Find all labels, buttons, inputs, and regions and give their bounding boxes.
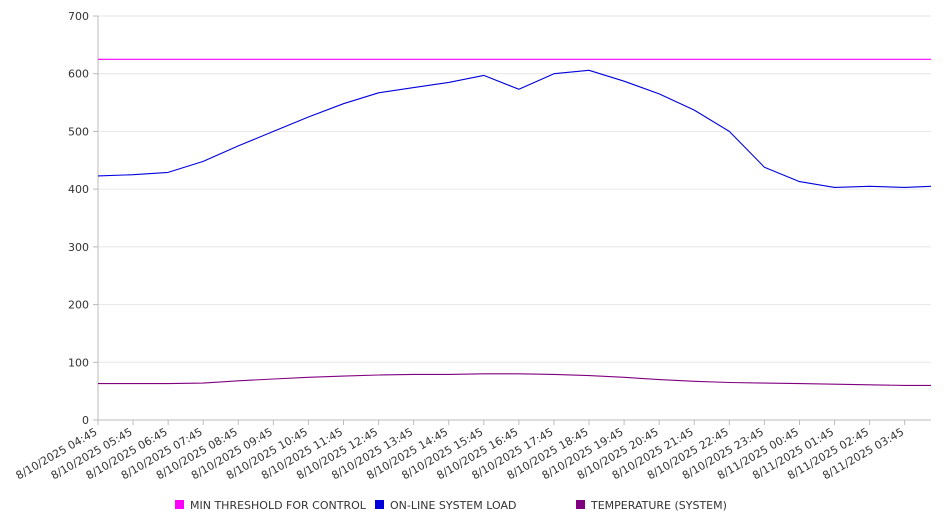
series-lines	[97, 58, 932, 386]
y-tick-label: 100	[68, 356, 89, 369]
y-tick-label: 700	[68, 10, 89, 23]
legend-swatch	[375, 500, 384, 509]
legend-label: TEMPERATURE (SYSTEM)	[590, 499, 727, 512]
legend-swatch	[175, 500, 184, 509]
y-axis-ticks: 0 100 200 300 400 500 600 700	[68, 10, 98, 427]
y-tick-label: 300	[68, 241, 89, 254]
x-axis-ticks: 8/10/2025 04:458/10/2025 05:458/10/2025 …	[14, 420, 906, 482]
legend: MIN THRESHOLD FOR CONTROL ON-LINE SYSTEM …	[175, 499, 727, 512]
y-tick-label: 400	[68, 183, 89, 196]
grid-lines	[98, 15, 931, 363]
series-line-on-line-system-load	[97, 69, 932, 188]
y-tick-label: 200	[68, 299, 89, 312]
y-tick-label: 600	[68, 68, 89, 81]
series-line-temperature-system	[98, 373, 931, 386]
y-tick-label: 0	[82, 414, 89, 427]
legend-swatch	[576, 500, 585, 509]
legend-label: MIN THRESHOLD FOR CONTROL	[190, 499, 367, 512]
y-tick-label: 500	[68, 125, 89, 138]
legend-label: ON-LINE SYSTEM LOAD	[390, 499, 516, 512]
